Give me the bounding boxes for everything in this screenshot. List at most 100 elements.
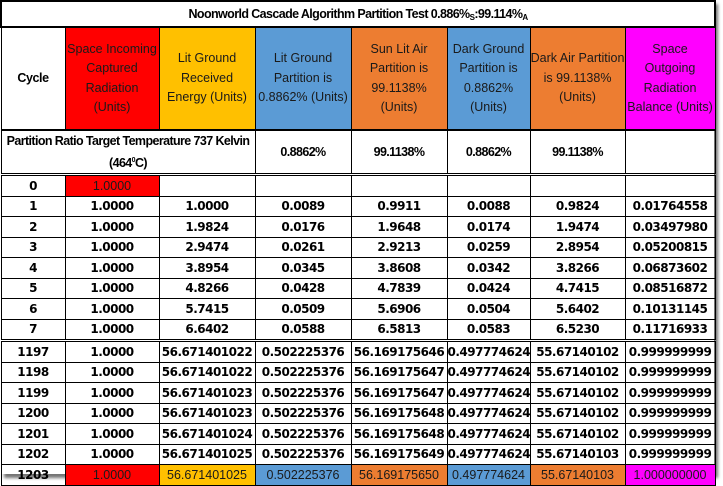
table-row: 1197 1.0000 56.671401022 0.502225376 56.… [0, 339, 716, 363]
cell-dark-air: 55.67140102 [529, 402, 626, 424]
cell-lit-ground-received: 4.8266 [158, 277, 256, 299]
cell-space-incoming: 1.0000 [64, 382, 160, 404]
cell-cycle: 6 [0, 298, 66, 320]
table-row: 5 1.0000 4.8266 0.0428 4.7839 0.0424 4.7… [0, 277, 716, 299]
cell-dark-ground: 0.0259 [446, 236, 531, 258]
cell-lit-ground-partition: 0.502225376 [254, 423, 352, 445]
cell-lit-ground-received: 56.671401024 [158, 423, 256, 445]
header-dark-ground-partition: Dark Ground Partition is 0.8862% (Units) [446, 26, 531, 131]
cell-dark-air: 1.9474 [529, 216, 626, 238]
ratio-lit-ground: 0.8862% [254, 129, 352, 176]
cell-cycle: 5 [0, 277, 66, 299]
cell-space-outgoing: 0.06873602 [624, 257, 716, 279]
cell-space-outgoing: 0.01764558 [624, 195, 716, 217]
cell-dark-ground: 0.497774624 [446, 443, 531, 465]
cell-dark-air: 55.67140102 [529, 423, 626, 445]
cell-lit-ground-partition: 0.502225376 [254, 464, 352, 486]
cell-space-outgoing [624, 173, 716, 197]
cell-lit-ground-received: 56.671401022 [158, 361, 256, 383]
table-row: 1202 1.0000 56.671401025 0.502225376 56.… [0, 443, 716, 465]
cell-space-incoming: 1.0000 [64, 277, 160, 299]
cell-cycle: 1 [0, 195, 66, 217]
cell-space-outgoing: 0.999999999 [624, 402, 716, 424]
cell-sun-lit-air: 56.169175647 [350, 361, 448, 383]
table-row: 1203 1.0000 56.671401025 0.502225376 56.… [0, 464, 716, 486]
cell-space-incoming: 1.0000 [64, 402, 160, 424]
cell-sun-lit-air: 3.8608 [350, 257, 448, 279]
cell-lit-ground-partition: 0.0428 [254, 277, 352, 299]
cell-dark-ground: 0.497774624 [446, 361, 531, 383]
cell-space-incoming: 1.0000 [64, 236, 160, 258]
cell-space-outgoing: 0.999999999 [624, 443, 716, 465]
cell-sun-lit-air: 56.169175649 [350, 443, 448, 465]
cell-lit-ground-partition: 0.0261 [254, 236, 352, 258]
cell-sun-lit-air: 4.7839 [350, 277, 448, 299]
cell-dark-ground: 0.497774624 [446, 423, 531, 445]
cell-dark-ground: 0.0342 [446, 257, 531, 279]
table-row: 1200 1.0000 56.671401023 0.502225376 56.… [0, 402, 716, 424]
cell-dark-air: 0.9824 [529, 195, 626, 217]
table-row: 3 1.0000 2.9474 0.0261 2.9213 0.0259 2.8… [0, 236, 716, 258]
ratio-label-end: C) [134, 156, 148, 170]
cell-cycle: 1202 [0, 443, 66, 465]
cell-lit-ground-partition: 0.502225376 [254, 402, 352, 424]
cell-dark-air: 4.7415 [529, 277, 626, 299]
cell-dark-ground: 0.0504 [446, 298, 531, 320]
header-lit-ground-received: Lit Ground Received Energy (Units) [158, 26, 256, 131]
header-dark-air-partition: Dark Air Partition is 99.1138% (Units) [529, 26, 626, 131]
cell-sun-lit-air: 56.169175648 [350, 402, 448, 424]
cell-sun-lit-air: 0.9911 [350, 195, 448, 217]
header-lit-ground-partition: Lit Ground Partition is 0.8862% (Units) [254, 26, 352, 131]
cell-lit-ground-partition: 0.502225376 [254, 443, 352, 465]
cell-dark-air: 3.8266 [529, 257, 626, 279]
cell-dark-air: 55.67140102 [529, 361, 626, 383]
degree-superscript: 0 [131, 157, 136, 164]
title-subscript-a: A [522, 12, 528, 22]
cell-cycle: 1201 [0, 423, 66, 445]
cell-lit-ground-partition: 0.0588 [254, 318, 352, 341]
cell-dark-air: 2.8954 [529, 236, 626, 258]
title-row: Noonworld Cascade Algorithm Partition Te… [0, 0, 717, 28]
cell-dark-air: 55.67140102 [529, 382, 626, 404]
header-sun-lit-air-partition: Sun Lit Air Partition is 99.1138% (Units… [350, 26, 448, 131]
cell-dark-ground: 0.497774624 [446, 339, 531, 363]
cell-cycle: 1200 [0, 402, 66, 424]
table-row: 2 1.0000 1.9824 0.0176 1.9648 0.0174 1.9… [0, 216, 716, 238]
cell-sun-lit-air: 6.5813 [350, 318, 448, 341]
cell-sun-lit-air: 2.9213 [350, 236, 448, 258]
cell-space-outgoing: 0.11716933 [624, 318, 716, 341]
table-row: 1199 1.0000 56.671401023 0.502225376 56.… [0, 382, 716, 404]
cell-space-incoming: 1.0000 [64, 216, 160, 238]
cell-lit-ground-partition: 0.502225376 [254, 382, 352, 404]
cell-lit-ground-partition: 0.0176 [254, 216, 352, 238]
cell-dark-ground: 0.497774624 [446, 402, 531, 424]
cell-space-incoming: 1.0000 [64, 318, 160, 341]
table-row: 4 1.0000 3.8954 0.0345 3.8608 0.0342 3.8… [0, 257, 716, 279]
cell-space-outgoing: 0.999999999 [624, 361, 716, 383]
ratio-dark-air: 99.1138% [529, 129, 626, 176]
cell-lit-ground-received: 5.7415 [158, 298, 256, 320]
cell-space-incoming: 1.0000 [64, 298, 160, 320]
ratio-dark-ground: 0.8862% [446, 129, 531, 176]
cell-lit-ground-partition: 0.502225376 [254, 339, 352, 363]
cell-dark-air: 55.67140103 [529, 443, 626, 465]
cell-space-incoming: 1.0000 [64, 173, 160, 197]
title-text: Noonworld Cascade Algorithm Partition Te… [188, 6, 471, 21]
cell-space-outgoing: 0.08516872 [624, 277, 716, 299]
cell-lit-ground-received: 56.671401025 [158, 443, 256, 465]
cell-cycle: 7 [0, 318, 66, 341]
cell-lit-ground-received [158, 173, 256, 197]
cell-lit-ground-partition: 0.0345 [254, 257, 352, 279]
cell-lit-ground-received: 56.671401023 [158, 402, 256, 424]
cell-space-outgoing: 0.999999999 [624, 339, 716, 363]
cell-cycle: 1203 [0, 464, 66, 486]
cell-dark-ground: 0.0583 [446, 318, 531, 341]
cell-lit-ground-received: 1.9824 [158, 216, 256, 238]
title-subscript-s: S [469, 12, 475, 22]
cell-dark-ground [446, 173, 531, 197]
cell-space-incoming: 1.0000 [64, 361, 160, 383]
cell-lit-ground-received: 6.6402 [158, 318, 256, 341]
data-rows: 0 1.0000 1 1.0000 1.0000 0.0089 0.9911 0… [0, 173, 716, 486]
